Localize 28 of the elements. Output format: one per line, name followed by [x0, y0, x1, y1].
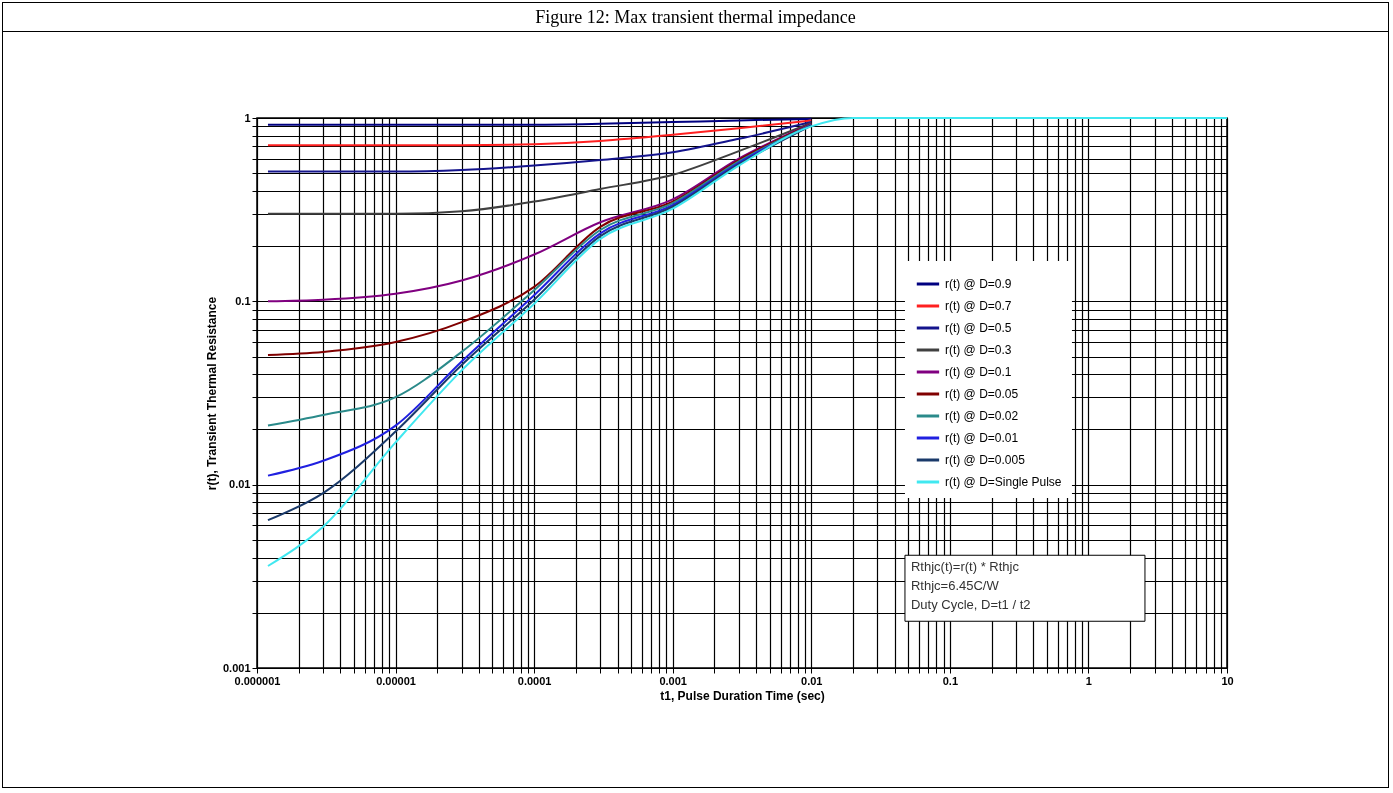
legend-label: r(t) @ D=Single Pulse: [944, 475, 1062, 489]
x-tick-label: 0.00001: [376, 674, 416, 687]
legend-label: r(t) @ D=0.02: [944, 409, 1019, 423]
x-tick-label: 0.01: [801, 674, 823, 687]
y-tick-label: 1: [244, 111, 251, 124]
annotation: Duty Cycle, D=t1 / t2: [910, 597, 1031, 613]
legend-label: r(t) @ D=0.1: [944, 365, 1012, 379]
legend-label: r(t) @ D=0.7: [944, 299, 1012, 313]
legend-label: r(t) @ D=0.05: [944, 387, 1019, 401]
y-tick-label: 0.001: [222, 661, 251, 674]
x-tick-label: 0.0001: [517, 674, 552, 687]
x-tick-label: 0.001: [659, 674, 687, 687]
x-tick-label: 10: [1221, 674, 1234, 687]
y-tick-label: 0.1: [235, 294, 251, 307]
annotation: Rthjc(t)=r(t) * Rthjc: [910, 559, 1020, 575]
x-tick-label: 1: [1085, 674, 1092, 687]
legend-label: r(t) @ D=0.5: [944, 321, 1012, 335]
x-tick-label: 0.1: [942, 674, 959, 687]
chart-title: Figure 12: Max transient thermal impedance: [3, 3, 1388, 32]
y-tick-label: 0.01: [229, 478, 251, 491]
legend-label: r(t) @ D=0.9: [944, 277, 1012, 291]
x-tick-label: 0.000001: [234, 674, 281, 687]
x-axis-title: t1, Pulse Duration Time (sec): [660, 688, 825, 703]
legend-label: r(t) @ D=0.01: [944, 431, 1019, 445]
legend-label: r(t) @ D=0.3: [944, 343, 1012, 357]
legend-label: r(t) @ D=0.005: [944, 453, 1026, 467]
y-axis-title: r(t), Transient Thermal Resistance: [204, 296, 219, 491]
annotation: Rthjc=6.45C/W: [910, 578, 1000, 594]
